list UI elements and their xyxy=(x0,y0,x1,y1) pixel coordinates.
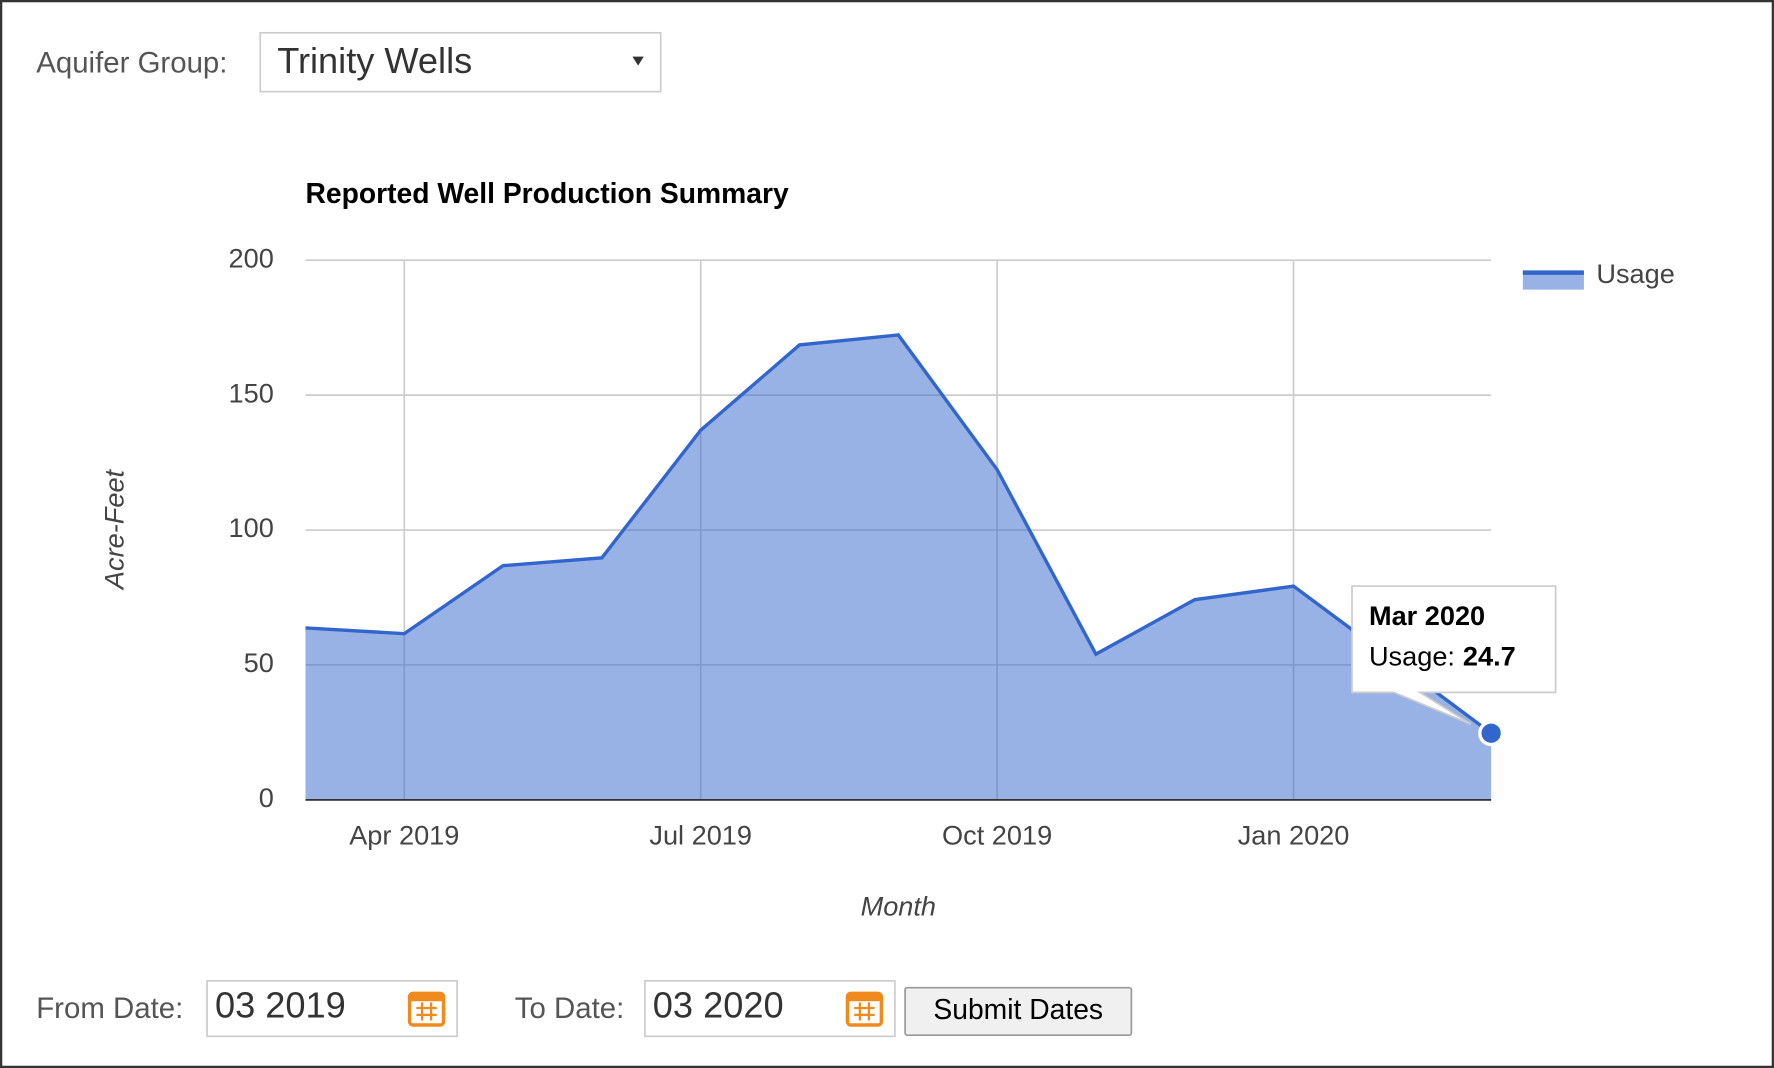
area xyxy=(305,334,1492,800)
aquifer-value: Trinity Wells xyxy=(277,40,472,81)
line xyxy=(305,333,1493,735)
legend-swatch xyxy=(1522,271,1584,290)
y-tick-label: 0 xyxy=(259,782,274,813)
from-value: 03 2019 xyxy=(215,985,346,1026)
x-tick-label: Apr 2019 xyxy=(349,819,459,850)
to-label: To Date: xyxy=(515,992,625,1025)
y-tick-label: 100 xyxy=(229,512,274,543)
tooltip-title: Mar 2020 xyxy=(1369,600,1485,631)
aquifer-label: Aquifer Group: xyxy=(36,46,227,79)
to-value: 03 2020 xyxy=(653,985,784,1026)
tooltip-value: 24.7 xyxy=(1463,641,1516,672)
y-axis-title: Acre-Feet xyxy=(99,468,130,591)
submit-button[interactable] xyxy=(904,986,1133,1037)
tooltip-box xyxy=(1351,585,1557,725)
chart: Reported Well Production Summary 0 50 100 15… xyxy=(99,177,1675,921)
hover-point xyxy=(1478,720,1505,747)
x-tick-label: Jan 2020 xyxy=(1238,819,1350,850)
calendar-icon[interactable] xyxy=(407,991,446,1027)
dropdown-arrow xyxy=(632,56,644,66)
y-tick-label: 200 xyxy=(229,242,274,273)
aquifer-select[interactable] xyxy=(259,31,662,93)
y-tick-label: 50 xyxy=(244,647,274,678)
x-tick-label: Jul 2019 xyxy=(649,819,752,850)
calendar-icon[interactable] xyxy=(845,991,884,1027)
from-label: From Date: xyxy=(36,992,183,1025)
submit-label: Submit Dates xyxy=(933,993,1103,1025)
x-axis-title: Month xyxy=(861,891,936,922)
x-tick-label: Oct 2019 xyxy=(942,819,1052,850)
tooltip-label: Usage: xyxy=(1369,641,1455,672)
y-tick-label: 150 xyxy=(229,377,274,408)
legend-label: Usage xyxy=(1596,258,1674,289)
chart-title: Reported Well Production Summary xyxy=(305,177,788,209)
